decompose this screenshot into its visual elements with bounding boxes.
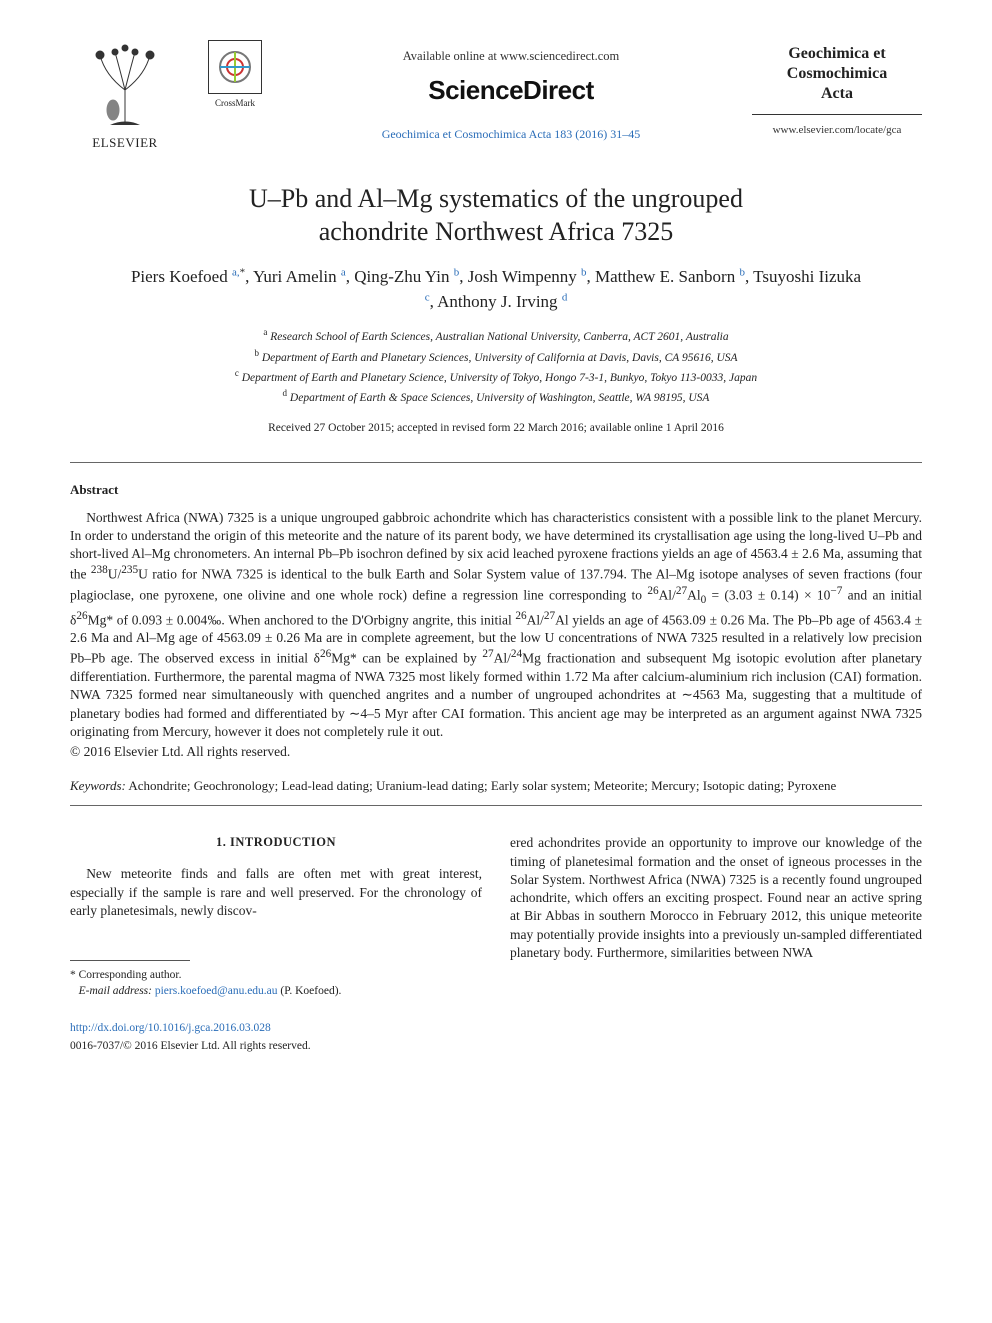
center-header: Available online at www.sciencedirect.co… — [290, 40, 732, 142]
email-line: E-mail address: piers.koefoed@anu.edu.au… — [70, 983, 482, 999]
abstract-text: Northwest Africa (NWA) 7325 is a unique … — [70, 509, 922, 741]
journal-title-block: Geochimica et Cosmochimica Acta www.else… — [752, 40, 922, 138]
column-left: 1. INTRODUCTION New meteorite finds and … — [70, 834, 482, 1054]
author-email-link[interactable]: piers.koefoed@anu.edu.au — [155, 985, 278, 997]
email-suffix: (P. Koefoed). — [278, 985, 342, 997]
crossmark-icon — [208, 40, 262, 94]
journal-title-line3: Acta — [821, 85, 853, 102]
crossmark-block[interactable]: CrossMark — [200, 40, 270, 109]
sciencedirect-logo: ScienceDirect — [290, 73, 732, 108]
journal-reference-link[interactable]: Geochimica et Cosmochimica Acta 183 (201… — [382, 127, 641, 141]
journal-reference: Geochimica et Cosmochimica Acta 183 (201… — [290, 126, 732, 142]
footnote-divider — [70, 960, 190, 961]
title-line2: achondrite Northwest Africa 7325 — [319, 217, 674, 246]
title-line1: U–Pb and Al–Mg systematics of the ungrou… — [249, 184, 743, 213]
affiliation-a: a Research School of Earth Sciences, Aus… — [70, 326, 922, 346]
journal-title-line1: Geochimica et — [788, 45, 885, 62]
journal-url: www.elsevier.com/locate/gca — [752, 123, 922, 138]
elsevier-logo-block: ELSEVIER — [70, 40, 180, 152]
available-online-text: Available online at www.sciencedirect.co… — [290, 48, 732, 65]
doi-line: http://dx.doi.org/10.1016/j.gca.2016.03.… — [70, 1021, 482, 1037]
page-header: ELSEVIER CrossMark Available online at w… — [70, 40, 922, 152]
affiliations: a Research School of Earth Sciences, Aus… — [70, 326, 922, 406]
article-dates: Received 27 October 2015; accepted in re… — [70, 421, 922, 437]
intro-paragraph-1-cont: ered achondrites provide an opportunity … — [510, 834, 922, 962]
crossmark-label: CrossMark — [215, 97, 255, 109]
body-columns: 1. INTRODUCTION New meteorite finds and … — [70, 834, 922, 1054]
affiliation-b: b Department of Earth and Planetary Scie… — [70, 347, 922, 367]
journal-title: Geochimica et Cosmochimica Acta — [752, 44, 922, 115]
footnotes: * Corresponding author. E-mail address: … — [70, 967, 482, 999]
affiliation-d: d Department of Earth & Space Sciences, … — [70, 387, 922, 407]
issn-line: 0016-7037/© 2016 Elsevier Ltd. All right… — [70, 1039, 482, 1055]
article-title: U–Pb and Al–Mg systematics of the ungrou… — [146, 182, 846, 250]
copyright-line: © 2016 Elsevier Ltd. All rights reserved… — [70, 743, 922, 761]
doi-link[interactable]: http://dx.doi.org/10.1016/j.gca.2016.03.… — [70, 1022, 271, 1034]
elsevier-label: ELSEVIER — [92, 134, 157, 152]
section-heading-introduction: 1. INTRODUCTION — [70, 834, 482, 851]
keywords-block: Keywords: Achondrite; Geochronology; Lea… — [70, 777, 922, 795]
abstract-label: Abstract — [70, 481, 922, 499]
corresponding-author-note: * Corresponding author. — [70, 967, 482, 983]
divider-top — [70, 462, 922, 463]
elsevier-tree-icon — [85, 40, 165, 130]
keywords-list: Achondrite; Geochronology; Lead-lead dat… — [126, 778, 836, 793]
intro-paragraph-1: New meteorite finds and falls are often … — [70, 865, 482, 920]
divider-bottom — [70, 805, 922, 806]
column-right: ered achondrites provide an opportunity … — [510, 834, 922, 1054]
journal-title-line2: Cosmochimica — [787, 65, 887, 82]
keywords-label: Keywords: — [70, 778, 126, 793]
email-label: E-mail address: — [79, 985, 152, 997]
authors-list: Piers Koefoed a,*, Yuri Amelin a, Qing-Z… — [126, 265, 866, 314]
affiliation-c: c Department of Earth and Planetary Scie… — [70, 367, 922, 387]
